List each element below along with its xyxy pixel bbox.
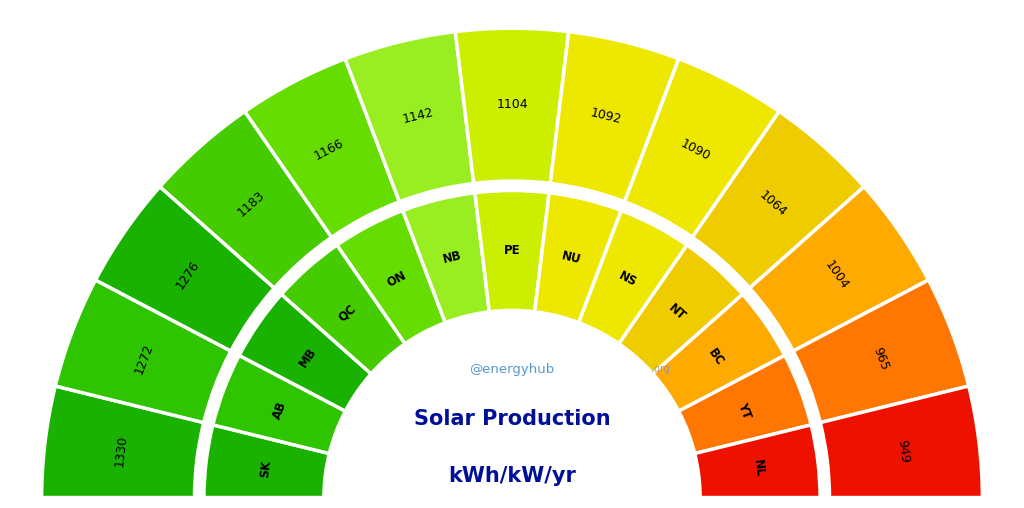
Wedge shape	[653, 294, 784, 411]
Text: 1064: 1064	[757, 188, 790, 219]
Text: 1330: 1330	[113, 435, 129, 467]
Text: MB: MB	[297, 345, 319, 370]
Text: NT: NT	[666, 302, 688, 324]
Wedge shape	[820, 386, 982, 498]
Wedge shape	[750, 186, 929, 351]
Wedge shape	[240, 294, 371, 411]
Wedge shape	[535, 193, 622, 323]
Wedge shape	[679, 356, 811, 454]
Wedge shape	[204, 425, 330, 498]
Wedge shape	[55, 280, 230, 423]
Text: BC: BC	[706, 346, 727, 369]
Wedge shape	[345, 31, 474, 202]
Text: NL: NL	[751, 459, 766, 478]
Text: 1272: 1272	[132, 342, 156, 376]
Text: 1090: 1090	[678, 137, 712, 163]
Text: ON: ON	[385, 269, 409, 289]
Wedge shape	[625, 59, 779, 237]
Wedge shape	[579, 210, 687, 344]
Wedge shape	[213, 356, 345, 454]
Text: PE: PE	[504, 244, 520, 257]
Text: NB: NB	[441, 249, 464, 266]
Wedge shape	[618, 245, 742, 374]
Wedge shape	[95, 186, 274, 351]
Wedge shape	[694, 425, 820, 498]
Text: 1183: 1183	[234, 188, 267, 219]
Text: YT: YT	[735, 401, 753, 421]
Text: QC: QC	[336, 302, 358, 324]
Wedge shape	[337, 210, 445, 344]
Text: 1142: 1142	[400, 106, 434, 126]
Text: .org: .org	[651, 364, 670, 374]
Wedge shape	[282, 245, 406, 374]
Wedge shape	[475, 190, 549, 312]
Wedge shape	[550, 31, 679, 202]
Text: @energyhub: @energyhub	[469, 363, 555, 376]
Text: kWh/kW/yr: kWh/kW/yr	[449, 466, 575, 486]
Wedge shape	[245, 59, 399, 237]
Wedge shape	[794, 280, 969, 423]
Bar	[0, 496, 1024, 508]
Text: 1104: 1104	[497, 98, 527, 111]
Text: 1166: 1166	[312, 137, 346, 163]
Text: Solar Production: Solar Production	[414, 409, 610, 429]
Text: AB: AB	[270, 400, 290, 422]
Wedge shape	[160, 111, 332, 288]
Wedge shape	[42, 386, 204, 498]
Text: NS: NS	[616, 269, 639, 289]
Text: 1092: 1092	[590, 106, 624, 126]
Text: 1004: 1004	[822, 258, 851, 292]
Circle shape	[324, 310, 700, 508]
Wedge shape	[456, 28, 568, 183]
Text: SK: SK	[258, 459, 273, 478]
Wedge shape	[692, 111, 864, 288]
Text: 965: 965	[870, 345, 891, 372]
Text: 949: 949	[895, 438, 911, 464]
Wedge shape	[402, 193, 489, 323]
Text: 1276: 1276	[173, 258, 202, 292]
Text: NU: NU	[560, 249, 583, 266]
